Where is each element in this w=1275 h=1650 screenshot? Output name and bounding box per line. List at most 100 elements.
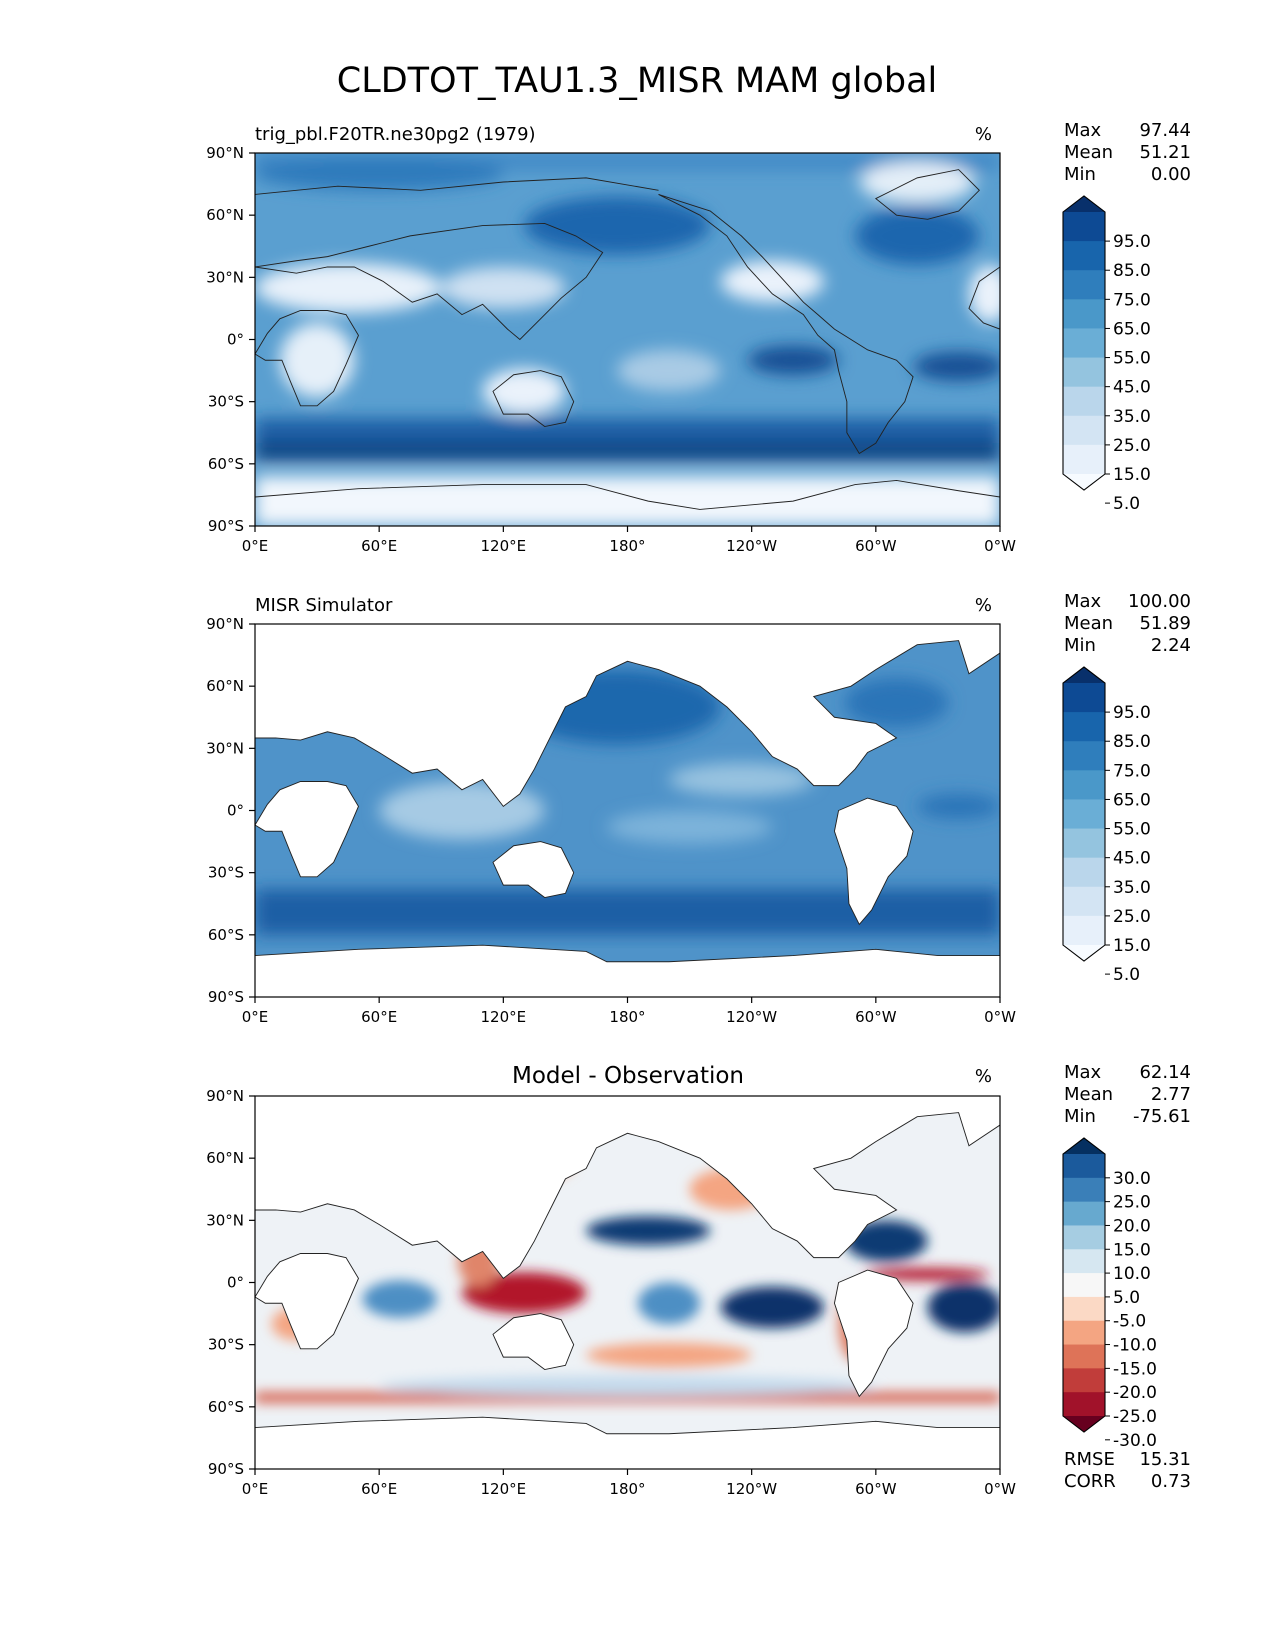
colorbar-tick-label: 45.0 [1113, 378, 1151, 398]
colorbar-segment [1063, 1344, 1105, 1369]
stat-value-mean: 51.89 [1139, 613, 1191, 634]
stat-value-max: 97.44 [1139, 120, 1191, 141]
colorbar-segment [1063, 1392, 1105, 1417]
x-tick-label: 0°E [242, 1480, 269, 1498]
colorbar-tick-label: 35.0 [1113, 878, 1151, 898]
colorbar-tick-label: -15.0 [1113, 1359, 1157, 1379]
colorbar-extend-min [1063, 945, 1105, 961]
panel-units: % [975, 124, 992, 145]
panel-left-title: trig_pbl.F20TR.ne30pg2 (1979) [255, 124, 536, 145]
colorbar-segment [1063, 415, 1105, 446]
footer-stats: RMSE 15.31 CORR 0.73 [1064, 1449, 1191, 1492]
y-tick-label: 90°S [208, 988, 244, 1006]
coastlines [255, 169, 1000, 510]
colorbar-segment [1063, 1273, 1105, 1298]
y-tick-label: 60°S [208, 455, 244, 473]
colorbar-extend-min [1063, 474, 1105, 490]
map-difference [255, 1096, 1000, 1469]
colorbar-tick-label: 5.0 [1113, 965, 1140, 985]
x-tick-label: 120°W [726, 537, 777, 555]
x-tick-label: 120°E [481, 1008, 527, 1026]
y-tick-label: 30°S [208, 864, 244, 882]
x-tick-label: 0°W [984, 1008, 1016, 1026]
colorbar-tick-label: -20.0 [1113, 1383, 1157, 1403]
colorbar-segment [1063, 857, 1105, 888]
stats-block-observation: Max 100.00 Mean 51.89 Min 2.24 [1064, 591, 1191, 656]
colorbar-segment [1063, 799, 1105, 830]
figure-title: CLDTOT_TAU1.3_MISR MAM global [337, 61, 937, 101]
colorbar-tick-label: 55.0 [1113, 820, 1151, 840]
panel-observation: MISR Simulator % [206, 591, 1191, 1026]
x-tick-label: 0°W [984, 537, 1016, 555]
y-tick-label: 60°N [206, 677, 244, 695]
colorbar-tick-label: -30.0 [1113, 1431, 1157, 1451]
panel-center-title: Model - Observation [512, 1063, 744, 1089]
colorbar-segment [1063, 357, 1105, 388]
stat-label-corr: CORR [1064, 1471, 1116, 1492]
colorbar-segment [1063, 328, 1105, 359]
colorbar-tick-label: 30.0 [1113, 1169, 1151, 1189]
colorbar-tick-label: 95.0 [1113, 703, 1151, 723]
colorbar-extend-max [1063, 667, 1105, 683]
colorbar-tick-label: 35.0 [1113, 407, 1151, 427]
x-tick-label: 60°E [361, 1008, 397, 1026]
y-tick-label: 30°N [206, 268, 244, 286]
x-tick-label: 120°E [481, 537, 527, 555]
colorbar-tick-label: 15.0 [1113, 936, 1151, 956]
y-tick-label: 90°S [208, 1460, 244, 1478]
y-tick-label: 90°S [208, 517, 244, 535]
colorbar-segment [1063, 1368, 1105, 1393]
panel-left-title: MISR Simulator [255, 595, 393, 616]
colorbar-segment [1063, 915, 1105, 946]
y-tick-label: 30°S [208, 1336, 244, 1354]
x-tick-label: 60°E [361, 1480, 397, 1498]
colorbar-tick-label: 95.0 [1113, 232, 1151, 252]
colorbar-segment [1063, 1320, 1105, 1346]
stat-label-mean: Mean [1064, 1084, 1113, 1105]
colorbar-tick-label: 25.0 [1113, 1193, 1151, 1213]
colorbar-tick-label: 5.0 [1113, 1288, 1140, 1308]
colorbar-segment [1063, 770, 1105, 800]
y-tick-label: 90°N [206, 1087, 244, 1105]
x-tick-label: 180° [609, 1480, 645, 1498]
stat-value-mean: 2.77 [1151, 1084, 1191, 1105]
y-tick-label: 60°S [208, 926, 244, 944]
colorbar-segment [1063, 212, 1105, 242]
colorbar-segment [1063, 886, 1105, 917]
x-tick-label: 0°E [242, 1008, 269, 1026]
y-tick-label: 30°N [206, 1211, 244, 1229]
colorbar-extend-max [1063, 1138, 1105, 1154]
y-tick-label: 60°N [206, 206, 244, 224]
stat-label-max: Max [1064, 1062, 1102, 1083]
stat-value-rmse: 15.31 [1139, 1449, 1191, 1470]
x-tick-label: 0°E [242, 537, 269, 555]
colorbar-tick-label: 10.0 [1113, 1264, 1151, 1284]
colorbar-tick-label: -10.0 [1113, 1336, 1157, 1356]
stat-label-max: Max [1064, 591, 1102, 612]
stat-label-rmse: RMSE [1064, 1449, 1115, 1470]
colorbar-tick-label: 65.0 [1113, 790, 1151, 810]
stat-label-min: Min [1064, 1106, 1096, 1127]
panel-difference: Model - Observation % [206, 1062, 1191, 1498]
stat-value-min: 0.00 [1151, 164, 1191, 185]
x-tick-label: 120°E [481, 1480, 527, 1498]
colorbar-segment [1063, 1225, 1105, 1250]
stat-value-min: -75.61 [1133, 1106, 1191, 1127]
x-tick-label: 180° [609, 537, 645, 555]
map-model [255, 153, 1000, 526]
colorbar-segment [1063, 270, 1105, 300]
y-tick-label: 60°S [208, 1398, 244, 1416]
colorbar-segment [1063, 712, 1105, 742]
y-tick-label: 30°S [208, 393, 244, 411]
stats-block-model: Max 97.44 Mean 51.21 Min 0.00 [1064, 120, 1191, 185]
colorbar-extend-min [1063, 1416, 1105, 1432]
colorbar-tick-label: 25.0 [1113, 436, 1151, 456]
colorbar-segment [1063, 1249, 1105, 1274]
colorbar-tick-label: -25.0 [1113, 1407, 1157, 1427]
colorbar-segment [1063, 299, 1105, 329]
colorbar-model: 95.0 85.0 75.0 65.0 55.0 45.0 35.0 25.0 15.0 5.0 [1062, 195, 1151, 514]
stat-label-min: Min [1064, 164, 1096, 185]
stat-label-mean: Mean [1064, 613, 1113, 634]
x-tick-label: 60°W [855, 1008, 897, 1026]
colorbar-tick-label: 65.0 [1113, 319, 1151, 339]
